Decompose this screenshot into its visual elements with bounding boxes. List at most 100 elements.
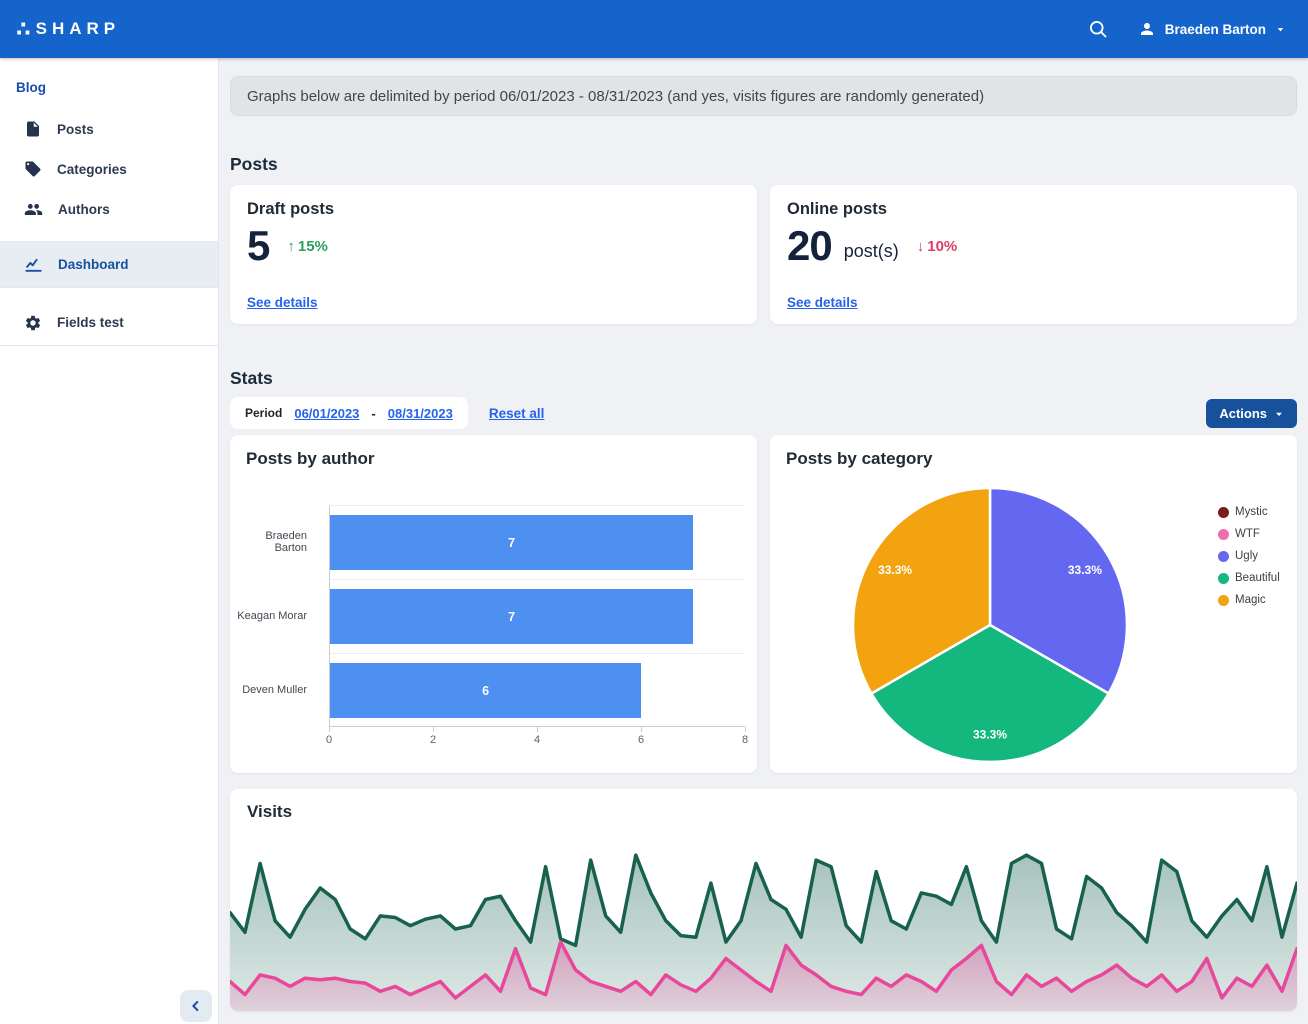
pie-slice-label: 33.3% (878, 563, 912, 577)
bar-category-label: Keagan Morar (230, 610, 307, 622)
draft-posts-see-details-link[interactable]: See details (247, 295, 318, 310)
user-name: Braeden Barton (1165, 22, 1266, 37)
legend-label: Magic (1235, 594, 1266, 606)
legend-item-magic[interactable]: Magic (1218, 589, 1280, 611)
bar-value-label: 7 (508, 610, 515, 624)
main-content: Graphs below are delimited by period 06/… (219, 58, 1308, 1024)
info-banner: Graphs below are delimited by period 06/… (230, 76, 1297, 116)
draft-posts-value: 5 (247, 223, 269, 269)
pie-slice-label: 33.3% (973, 728, 1007, 742)
legend-item-wtf[interactable]: WTF (1218, 523, 1280, 545)
posts-section-heading: Posts (230, 154, 1297, 175)
bar-category-label: Braeden Barton (230, 530, 307, 554)
bar-value-label: 6 (482, 684, 489, 698)
legend-item-ugly[interactable]: Ugly (1218, 545, 1280, 567)
pie-slice-label: 33.3% (1068, 563, 1102, 577)
legend-dot (1218, 595, 1229, 606)
legend-dot (1218, 507, 1229, 518)
x-axis-tick-mark (329, 727, 330, 732)
sidebar-item-fields-test[interactable]: Fields test (0, 300, 218, 345)
bar-category-labels: Braeden Barton Keagan Morar Deven Muller (230, 505, 318, 727)
app-logo[interactable]: ∴ SHARP (16, 19, 120, 40)
online-posts-suffix: post(s) (844, 241, 899, 269)
pie-legend: Mystic WTF Ugly Beautiful Magic (1218, 501, 1280, 611)
arrow-up-icon: ↑ (287, 238, 295, 255)
legend-dot (1218, 573, 1229, 584)
legend-item-mystic[interactable]: Mystic (1218, 501, 1280, 523)
legend-label: Mystic (1235, 506, 1268, 518)
document-icon (24, 120, 42, 138)
x-axis-tick-label: 8 (742, 734, 748, 746)
bar-row: 6 (330, 654, 745, 728)
stats-section-heading: Stats (230, 368, 1297, 389)
legend-item-beautiful[interactable]: Beautiful (1218, 567, 1280, 589)
sidebar-section-blog: Blog (0, 58, 218, 109)
bar-row: 7 (330, 506, 745, 580)
arrow-down-icon: ↓ (917, 238, 925, 255)
sidebar-item-label: Dashboard (58, 257, 129, 272)
x-axis-tick-mark (745, 727, 746, 732)
delta-value: 10% (927, 238, 957, 255)
caret-down-icon (1274, 409, 1284, 419)
bar-keagan-morar: 7 (330, 589, 693, 644)
bar-deven-muller: 6 (330, 663, 641, 718)
posts-by-category-card: Posts by category 33.3% 33.3% 33.3% Mystic… (770, 435, 1297, 773)
draft-posts-card: Draft posts 5 ↑ 15% See details (230, 185, 757, 324)
sidebar-item-dashboard[interactable]: Dashboard (0, 242, 218, 287)
visits-area-chart (230, 847, 1297, 1011)
period-date-from[interactable]: 06/01/2023 (294, 406, 359, 421)
legend-label: WTF (1235, 528, 1260, 540)
sidebar-item-authors[interactable]: Authors (0, 189, 218, 229)
posts-by-author-chart: 7 7 6 (329, 505, 745, 727)
bar-braeden-barton: 7 (330, 515, 693, 570)
bar-x-axis-ticks: 02468 (329, 727, 745, 747)
posts-by-category-pie-chart: 33.3% 33.3% 33.3% (770, 475, 1210, 775)
legend-label: Ugly (1235, 550, 1258, 562)
period-label: Period (245, 406, 282, 420)
legend-dot (1218, 551, 1229, 562)
logo-text: SHARP (36, 19, 121, 39)
sidebar-item-posts[interactable]: Posts (0, 109, 218, 149)
sidebar-divider (0, 345, 218, 346)
period-date-to[interactable]: 08/31/2023 (388, 406, 453, 421)
actions-button-label: Actions (1219, 406, 1267, 421)
sidebar-collapse-button[interactable] (180, 990, 212, 1022)
x-axis-tick-mark (641, 727, 642, 732)
info-banner-text: Graphs below are delimited by period 06/… (247, 88, 984, 105)
search-icon[interactable] (1086, 17, 1110, 41)
stats-toolbar: Period 06/01/2023 - 08/31/2023 Reset all… (230, 397, 1297, 429)
visits-card: Visits (230, 789, 1297, 1011)
online-posts-see-details-link[interactable]: See details (787, 295, 858, 310)
actions-button[interactable]: Actions (1206, 399, 1297, 428)
sidebar-item-label: Fields test (57, 315, 124, 330)
chevron-down-icon (1275, 24, 1286, 35)
posts-by-author-title: Posts by author (246, 449, 741, 469)
user-menu[interactable]: Braeden Barton (1138, 20, 1286, 38)
line-chart-icon (24, 255, 43, 274)
period-filter: Period 06/01/2023 - 08/31/2023 (230, 397, 468, 429)
bar-row: 7 (330, 580, 745, 654)
online-posts-value: 20 (787, 223, 832, 269)
logo-mark-icon: ∴ (16, 19, 31, 40)
legend-dot (1218, 529, 1229, 540)
online-posts-title: Online posts (787, 200, 1280, 219)
chevron-left-icon (188, 998, 204, 1014)
gear-icon (24, 314, 42, 332)
tag-icon (24, 160, 42, 178)
period-date-separator: - (371, 406, 375, 421)
visits-title: Visits (247, 802, 292, 822)
sidebar-item-label: Posts (57, 122, 94, 137)
online-posts-delta: ↓ 10% (917, 238, 958, 255)
delta-value: 15% (298, 238, 328, 255)
posts-by-category-title: Posts by category (786, 449, 1281, 469)
reset-all-link[interactable]: Reset all (489, 406, 545, 421)
x-axis-tick-mark (433, 727, 434, 732)
bar-category-label: Deven Muller (230, 684, 307, 696)
user-icon (1138, 20, 1156, 38)
users-icon (24, 200, 43, 219)
sidebar: Blog Posts Categories Authors Dashboard … (0, 58, 219, 1024)
bar-value-label: 7 (508, 536, 515, 550)
sidebar-item-label: Authors (58, 202, 110, 217)
sidebar-item-categories[interactable]: Categories (0, 149, 218, 189)
sidebar-item-label: Categories (57, 162, 127, 177)
